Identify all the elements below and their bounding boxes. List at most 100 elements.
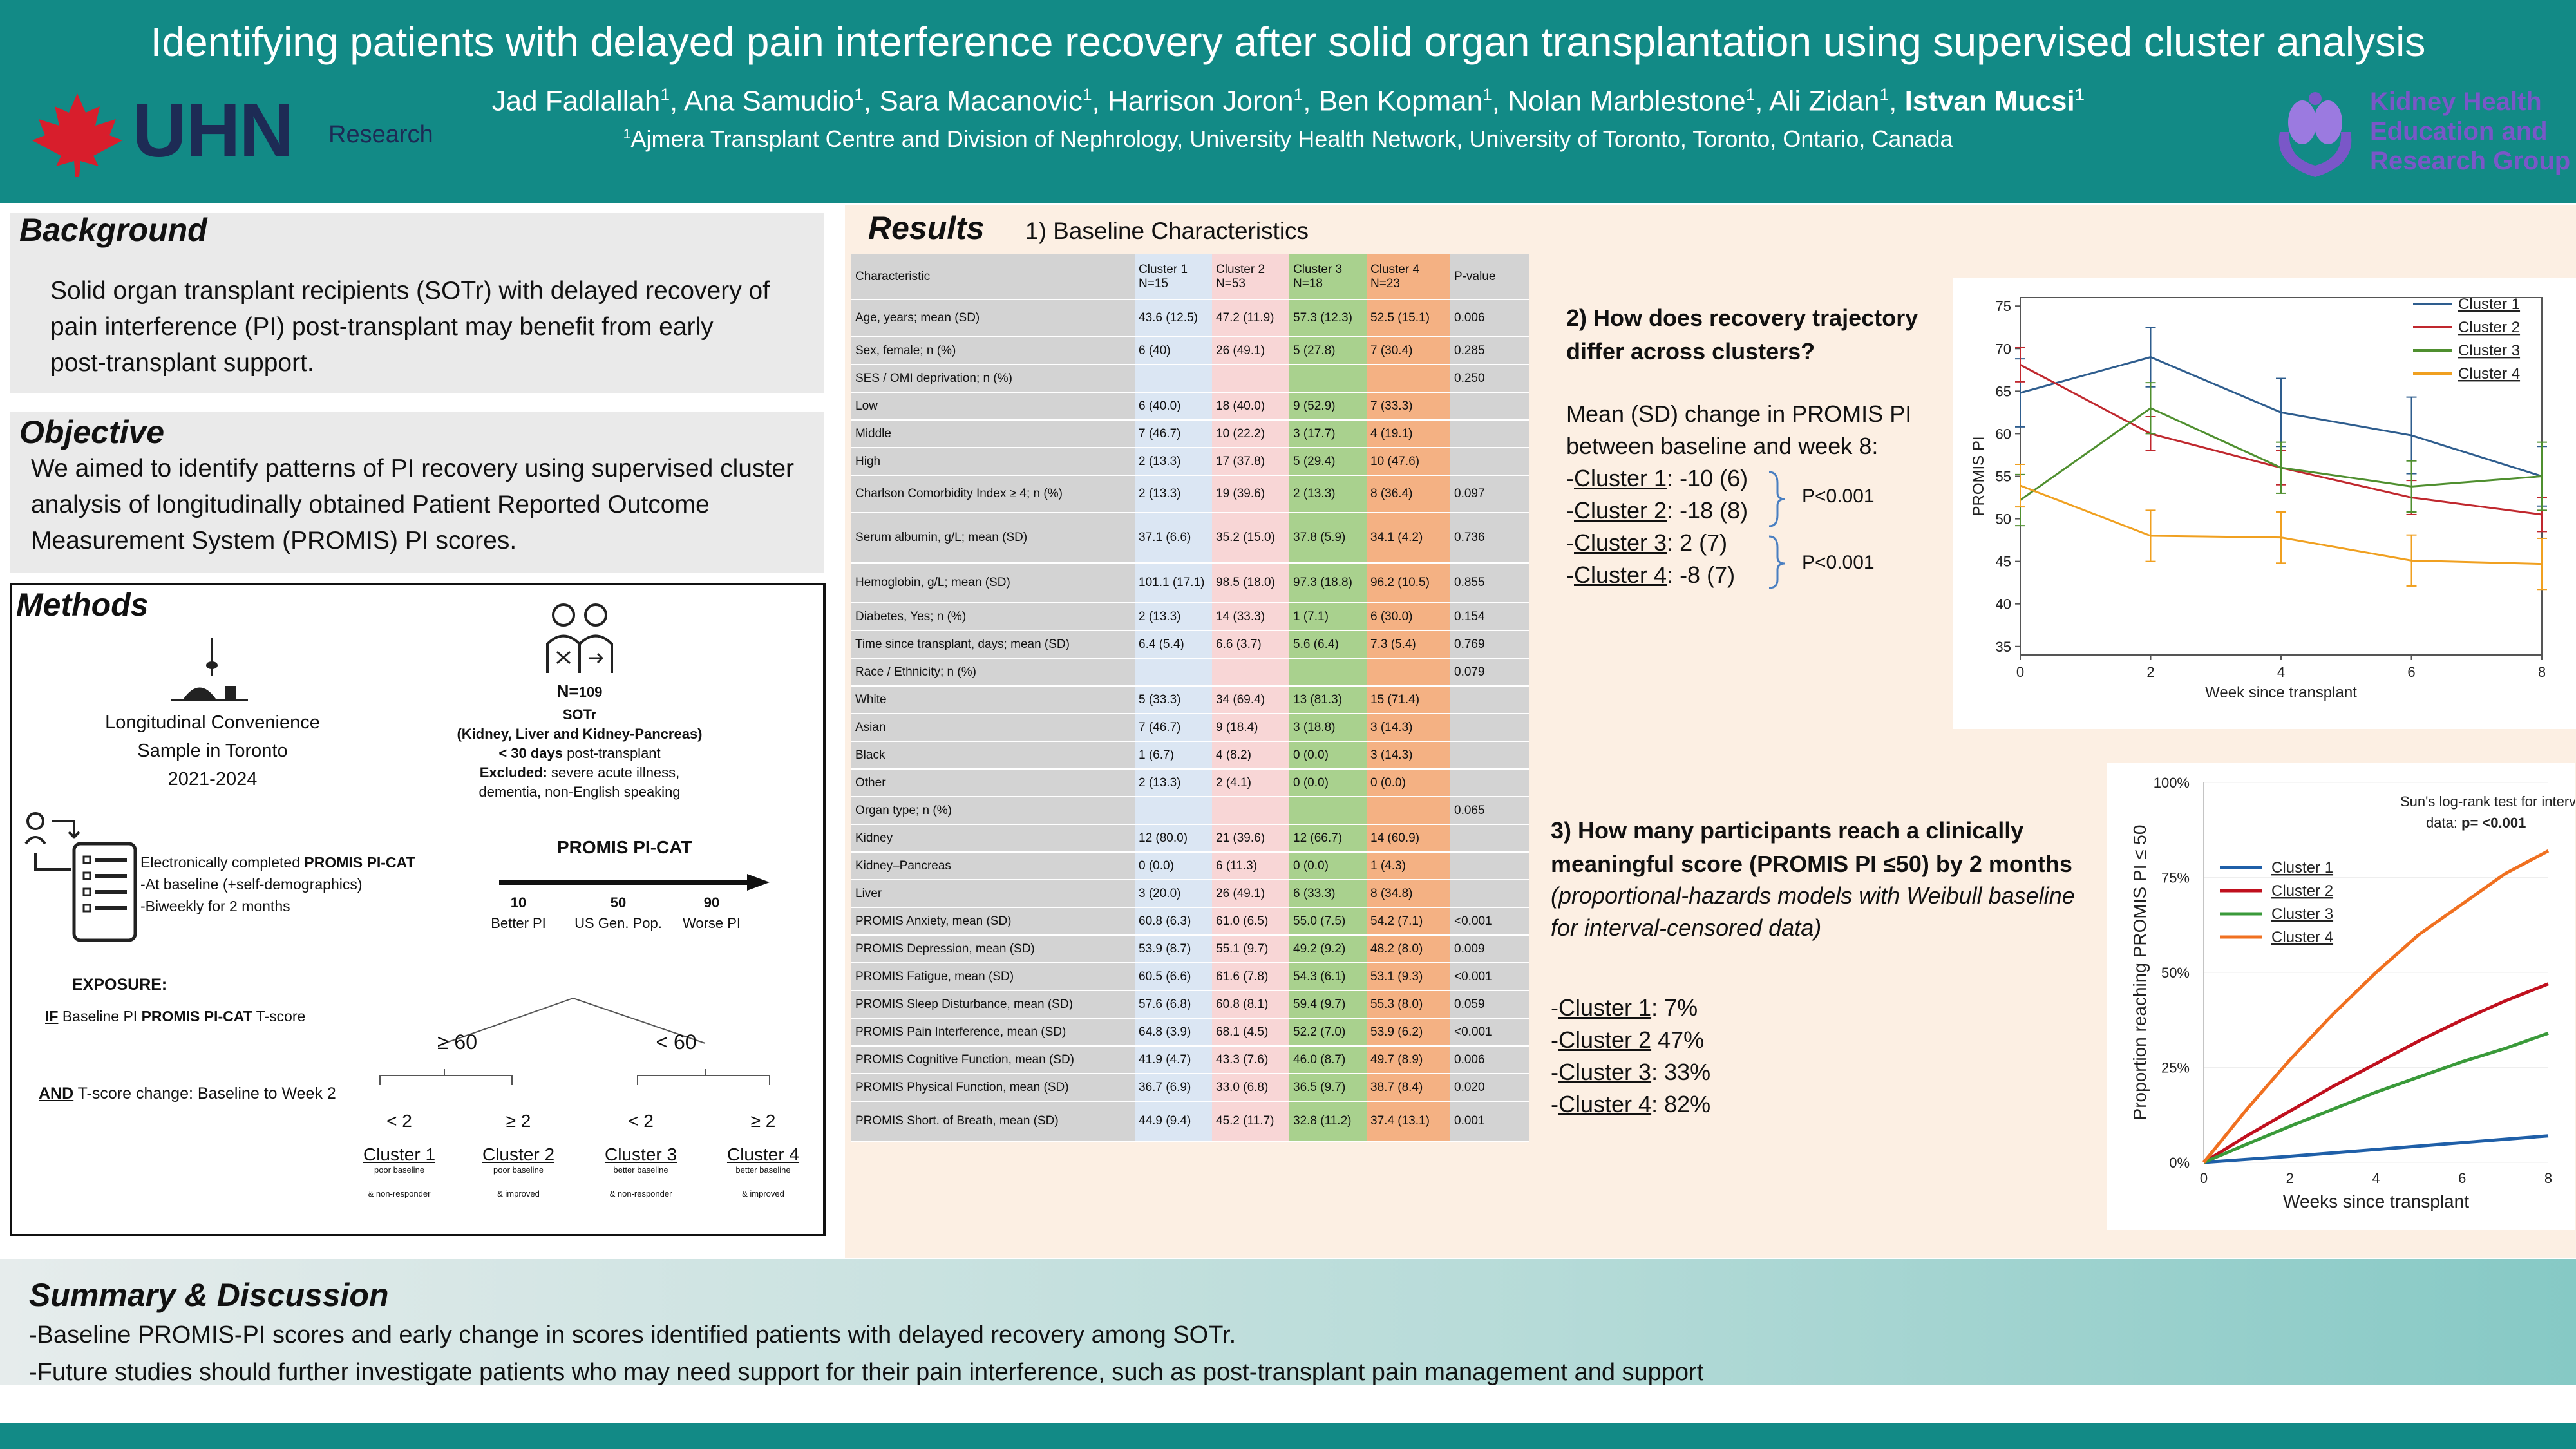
table-cell [1135, 658, 1212, 687]
table-cell: 0.736 [1450, 513, 1529, 564]
exposure-label: EXPOSURE: [72, 976, 167, 994]
y-tick-label: 65 [1996, 383, 2011, 399]
table-cell [1450, 824, 1529, 853]
table-cell: 12 (80.0) [1135, 824, 1212, 853]
table-cell: 36.7 (6.9) [1135, 1074, 1212, 1102]
table-row: PROMIS Pain Interference, mean (SD) 64.8 … [851, 1018, 1529, 1046]
table-row: Charlson Comorbidity Index ≥ 4; n (%) 2 (… [851, 475, 1529, 513]
table-header-cell: Cluster 3 N=18 [1289, 254, 1367, 300]
table-cell: White [851, 686, 1135, 714]
table-cell: 6 (33.3) [1289, 880, 1367, 908]
table-cell: 2 (13.3) [1135, 448, 1212, 476]
table-row: PROMIS Physical Function, mean (SD) 36.7 … [851, 1074, 1529, 1102]
decision-tree-lines [379, 997, 770, 1085]
table-cell [1135, 365, 1212, 393]
table-cell: Hemoglobin, g/L; mean (SD) [851, 563, 1135, 603]
table-cell: 48.2 (8.0) [1367, 935, 1450, 963]
table-cell: 7 (46.7) [1135, 714, 1212, 742]
table-cell [1450, 448, 1529, 476]
table-header-cell: Cluster 1 N=15 [1135, 254, 1212, 300]
table-cell: Charlson Comorbidity Index ≥ 4; n (%) [851, 475, 1135, 513]
table-cell: 21 (39.6) [1212, 824, 1289, 853]
table-cell: 3 (14.3) [1367, 741, 1450, 770]
y-tick-label: 60 [1996, 426, 2011, 442]
table-cell: 5 (27.8) [1289, 337, 1367, 365]
chart-proportion: 0% 25% 50% 75% 100% 0 2 4 6 8 Weeks since transpla… [2130, 775, 2575, 1211]
q2-item: -Cluster 4: -8 (7) [1566, 562, 1736, 588]
table-row: Low 6 (40.0) 18 (40.0) 9 (52.9) 7 (33.3) [851, 392, 1529, 421]
table-cell: 0.079 [1450, 658, 1529, 687]
table-cell: 1 (4.3) [1367, 852, 1450, 880]
table-cell: 59.4 (9.7) [1289, 990, 1367, 1019]
table-cell: Sex, female; n (%) [851, 337, 1135, 365]
q3-subtitle: (proportional-hazards models with Weibul… [1551, 882, 2075, 941]
legend-label: Cluster 4 [2271, 929, 2333, 946]
legend-label: Cluster 2 [2271, 882, 2333, 900]
table-row: Sex, female; n (%) 6 (40) 26 (49.1) 5 (27.8… [851, 337, 1529, 365]
table-cell: 45.2 (11.7) [1212, 1101, 1289, 1142]
series-line [2202, 982, 2549, 1164]
table-cell: 34.1 (4.2) [1367, 513, 1450, 564]
table-cell [1450, 714, 1529, 742]
table-cell: 3 (18.8) [1289, 714, 1367, 742]
table-cell: 38.7 (8.4) [1367, 1074, 1450, 1102]
table-cell: 0.009 [1450, 935, 1529, 963]
q3-item: -Cluster 2 47% [1551, 1027, 1705, 1053]
table-cell: 0 (0.0) [1289, 769, 1367, 797]
y-tick-label: 55 [1996, 469, 2011, 485]
table-cell [1450, 880, 1529, 908]
table-cell: 0.006 [1450, 1046, 1529, 1074]
table-cell: 5.6 (6.4) [1289, 630, 1367, 659]
table-cell: 14 (33.3) [1212, 603, 1289, 631]
annotation-line-2: data: p= <0.001 [2426, 815, 2526, 831]
results-title: Results [868, 210, 985, 246]
table-cell [1212, 365, 1289, 393]
table-row: Race / Ethnicity; n (%) 0.079 [851, 658, 1529, 687]
kidney-hands-icon [2278, 92, 2352, 177]
table-cell [1450, 741, 1529, 770]
table-cell: 10 (22.2) [1212, 420, 1289, 448]
uhn-research-label: Research [328, 121, 433, 148]
table-cell: 1 (6.7) [1135, 741, 1212, 770]
y-tick-label: 75 [1996, 298, 2011, 314]
table-cell: 0.059 [1450, 990, 1529, 1019]
table-cell: 37.4 (13.1) [1367, 1101, 1450, 1142]
scale-tick-better: 10 Better PI [491, 895, 546, 931]
author-name: Nolan Marblestone [1508, 85, 1746, 117]
legend-label: Cluster 3 [2458, 342, 2520, 359]
y-tick-label: 50% [2161, 965, 2190, 981]
table-cell [1289, 658, 1367, 687]
table-cell: 41.9 (4.7) [1135, 1046, 1212, 1074]
table-cell: 36.5 (9.7) [1289, 1074, 1367, 1102]
table-cell [1367, 797, 1450, 825]
methods-box [10, 583, 826, 1236]
scale-tick-worse: 90 Worse PI [682, 895, 741, 931]
x-tick-label: 6 [2458, 1170, 2466, 1186]
table-cell: 54.2 (7.1) [1367, 907, 1450, 936]
table-row: Other 2 (13.3) 2 (4.1) 0 (0.0) 0 (0.0) [851, 769, 1529, 797]
q2-item: -Cluster 3: 2 (7) [1566, 529, 1728, 556]
table-cell: 55.0 (7.5) [1289, 907, 1367, 936]
x-tick-label: 8 [2544, 1170, 2552, 1186]
table-cell: 0.855 [1450, 563, 1529, 603]
y-axis-label: Proportion reaching PROMIS PI ≤ 50 [2130, 825, 2150, 1121]
table-cell: 0 (0.0) [1135, 852, 1212, 880]
footer-bar [0, 1423, 2576, 1449]
sample-description: Longitudinal Convenience Sample in Toron… [105, 712, 320, 790]
objective-box [10, 412, 824, 573]
table-cell: 61.6 (7.8) [1212, 963, 1289, 991]
table-cell: 53.9 (8.7) [1135, 935, 1212, 963]
table-cell: High [851, 448, 1135, 476]
author-name: Istvan Mucsi [1904, 85, 2075, 117]
table-cell [1450, 769, 1529, 797]
table-cell: 2 (13.3) [1135, 603, 1212, 631]
y-tick-label: 0% [2169, 1155, 2190, 1171]
table-cell: 2 (13.3) [1289, 475, 1367, 513]
table-cell: 54.3 (6.1) [1289, 963, 1367, 991]
table-row: PROMIS Fatigue, mean (SD) 60.5 (6.6) 61.6 … [851, 963, 1529, 991]
table-cell: 13 (81.3) [1289, 686, 1367, 714]
branch-high: ≥ 60 [437, 1030, 478, 1054]
table-cell: Low [851, 392, 1135, 421]
table-cell: Other [851, 769, 1135, 797]
scale-arrow [499, 874, 770, 891]
